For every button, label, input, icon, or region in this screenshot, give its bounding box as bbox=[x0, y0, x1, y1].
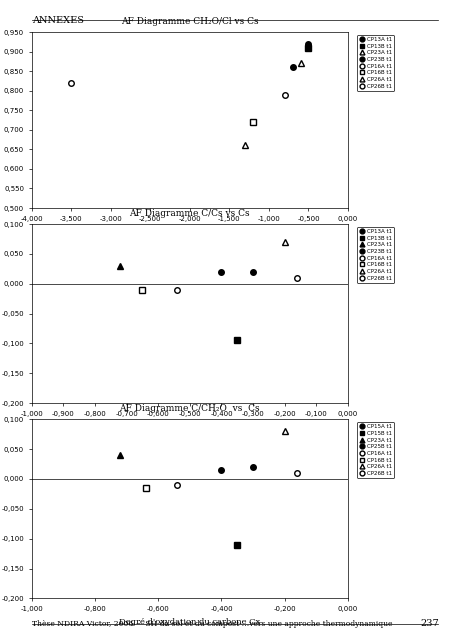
X-axis label: Degré d'oxydation du carbone Cs: Degré d'oxydation du carbone Cs bbox=[119, 227, 260, 235]
Legend: CP13A t1, CP13B t1, CP23A t1, CP23B t1, CP16A t1, CP16B t1, CP26A t1, CP26B t1: CP13A t1, CP13B t1, CP23A t1, CP23B t1, … bbox=[356, 35, 393, 91]
Title: AF Diagramme C/Cs vs Cs: AF Diagramme C/Cs vs Cs bbox=[129, 209, 249, 218]
X-axis label: Degré d'oxydation du carbone Cx: Degré d'oxydation du carbone Cx bbox=[119, 618, 260, 625]
Legend: CP15A t1, CP15B t1, CP23A t1, CP25B t1, CP16A t1, CP16B t1, CP26A t1, CP26B t1: CP15A t1, CP15B t1, CP23A t1, CP25B t1, … bbox=[356, 422, 393, 478]
Legend: CP13A t1, CP13B t1, CP23A t1, CP23B t1, CP16A t1, CP16B t1, CP26A t1, CP26B t1: CP13A t1, CP13B t1, CP23A t1, CP23B t1, … bbox=[356, 227, 393, 283]
Text: 237: 237 bbox=[419, 620, 438, 628]
Text: Thèse NDIRA Victor, 2006  -  SH du sol et du compost …vers une approche thermody: Thèse NDIRA Victor, 2006 - SH du sol et … bbox=[32, 621, 391, 628]
Text: ANNEXES: ANNEXES bbox=[32, 16, 83, 25]
X-axis label: Degré d'oxydation du carbone Cx: Degré d'oxydation du carbone Cx bbox=[119, 422, 260, 430]
Title: AF Diagramme CH₂O/Cl vs Cs: AF Diagramme CH₂O/Cl vs Cs bbox=[121, 17, 258, 26]
Title: AF Diagramme C/CH₂O  vs  Cs: AF Diagramme C/CH₂O vs Cs bbox=[119, 404, 260, 413]
